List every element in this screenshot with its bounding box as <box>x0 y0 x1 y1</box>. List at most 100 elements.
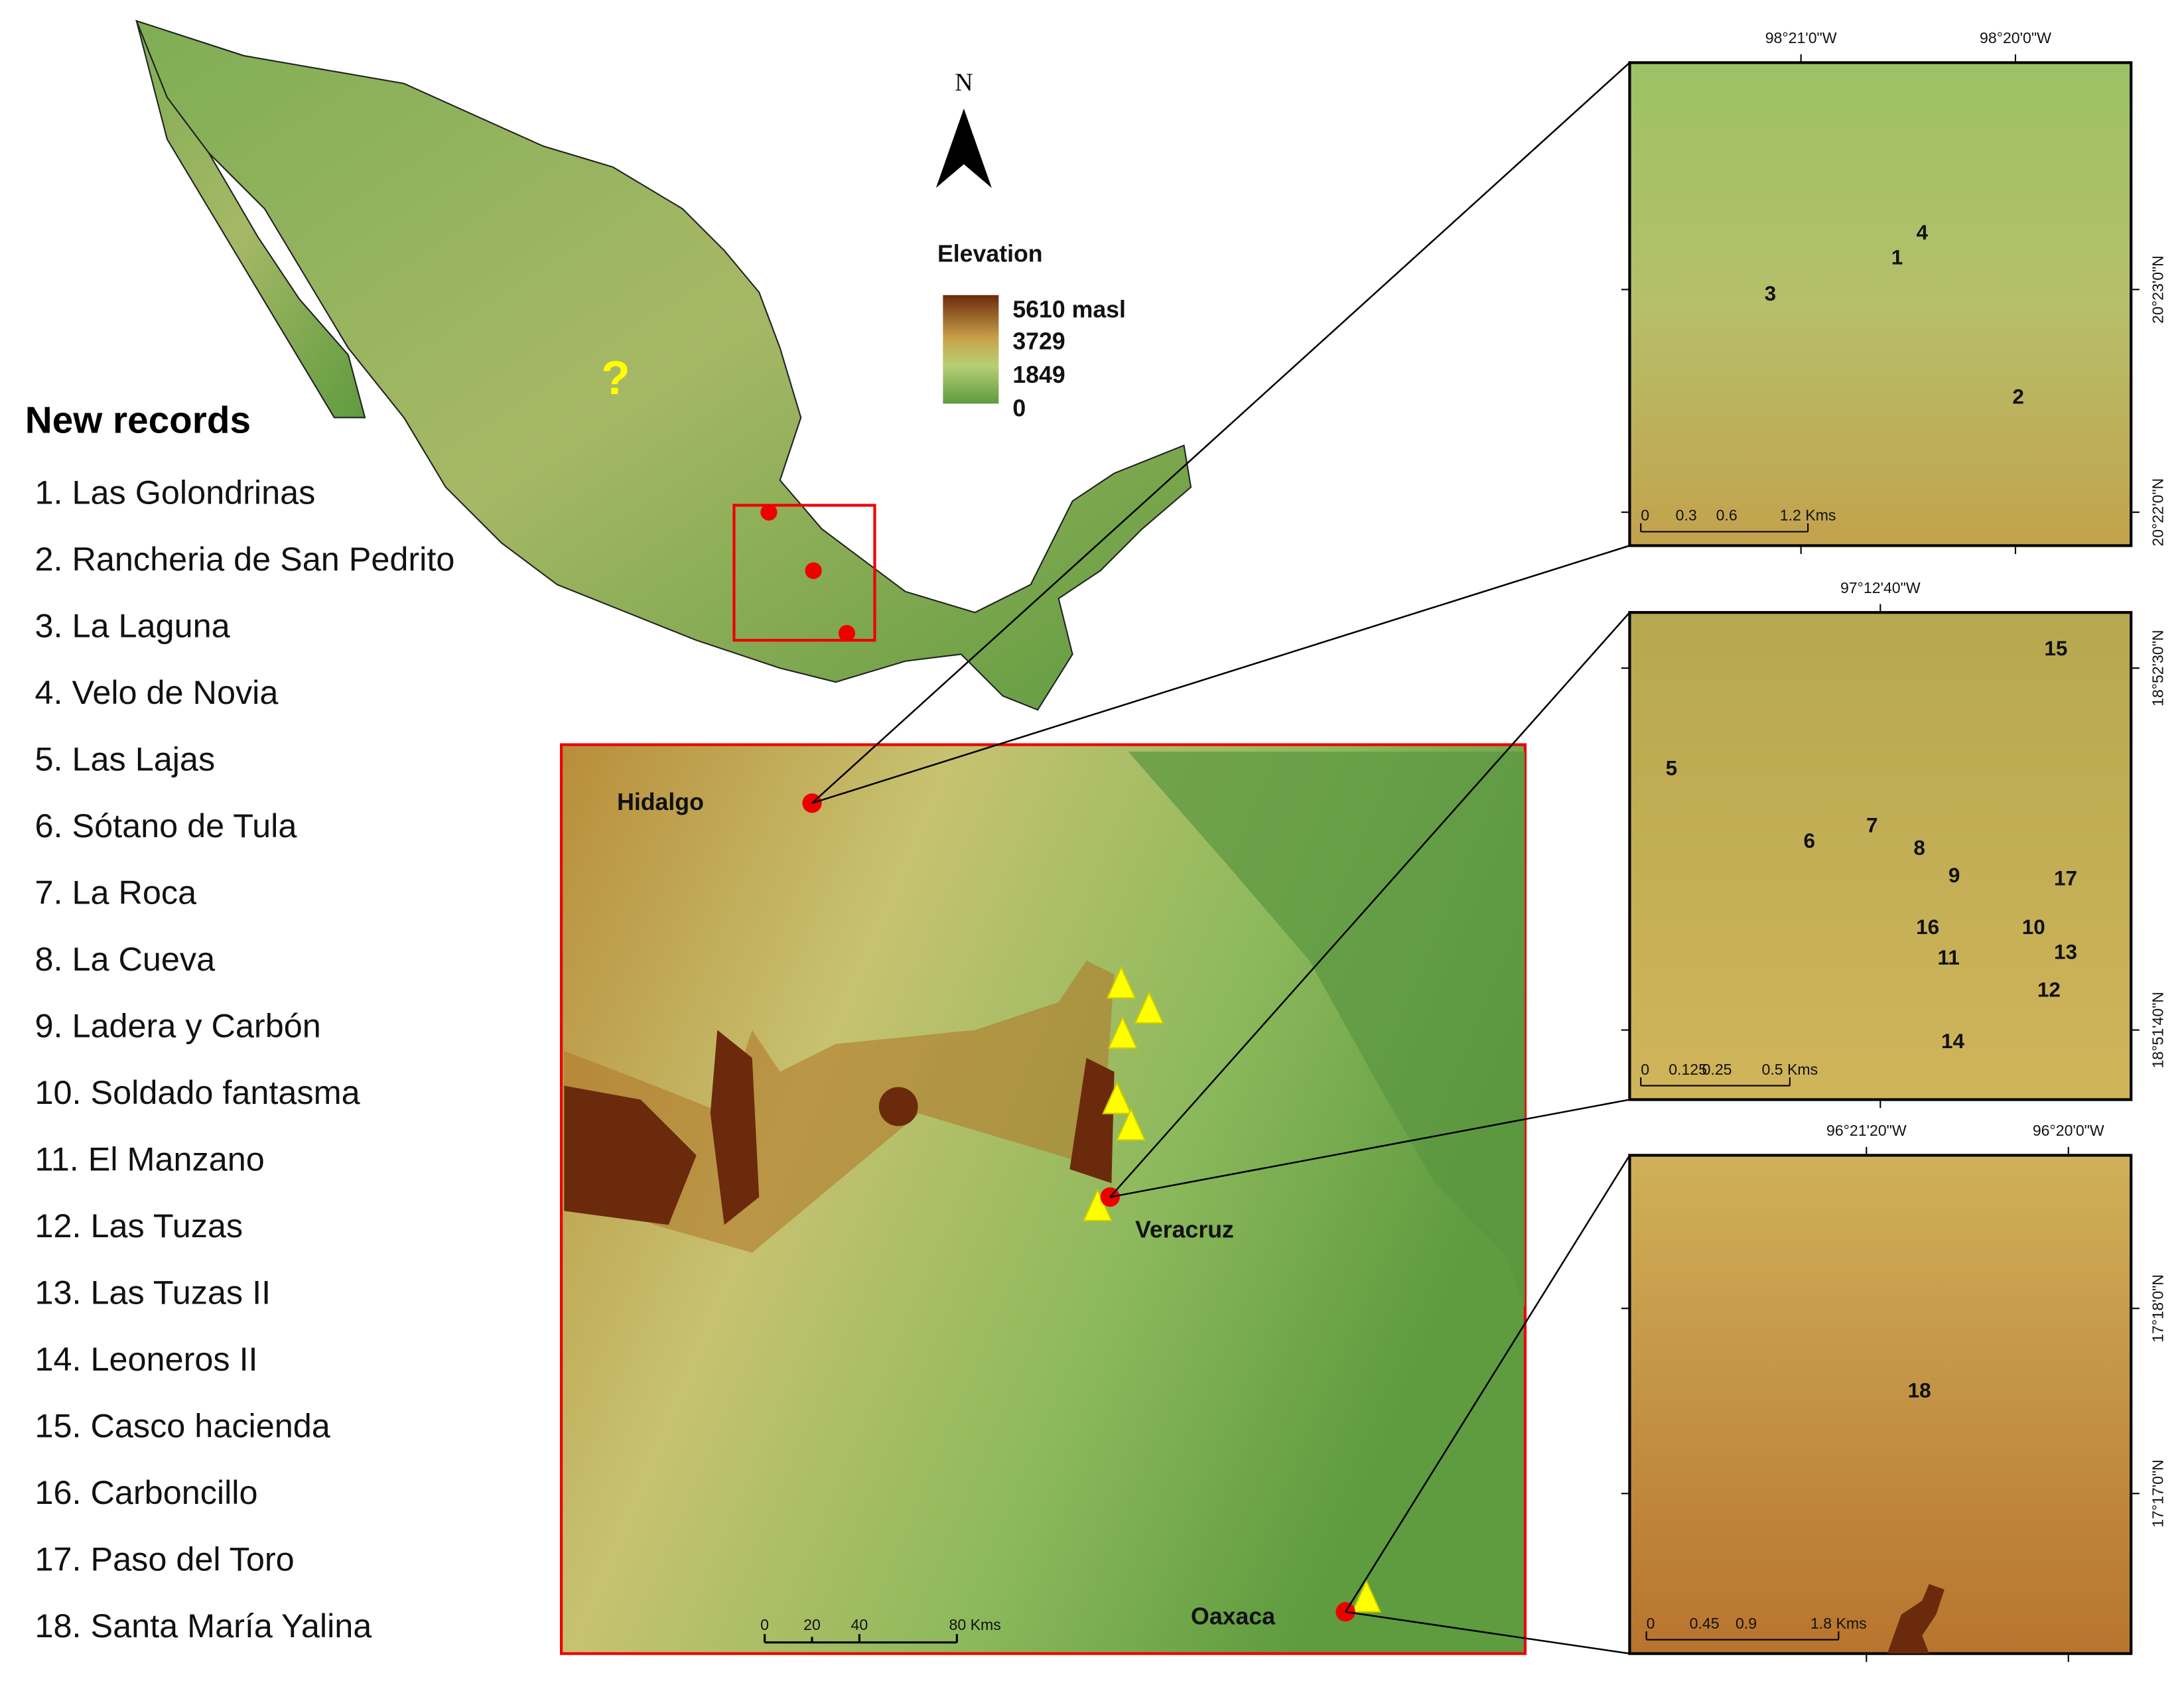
scale-label: 0.25 <box>1702 1061 1732 1078</box>
site-label: 9 <box>1948 864 1960 887</box>
mexico-outline <box>135 19 1192 711</box>
detail-map: Hidalgo Veracruz Oaxaca 0 20 40 80 Kms <box>559 743 1527 1655</box>
site-label: 15 <box>2044 637 2067 660</box>
scale-label: 0 <box>1641 1061 1649 1078</box>
connector <box>1109 612 1631 1198</box>
scale-label: 0.9 <box>1736 1615 1757 1632</box>
legend-ramp <box>943 295 999 404</box>
latitude-label: 17°18'0"N <box>2150 1274 2167 1343</box>
site-label: 5 <box>1666 757 1678 780</box>
scale-label: 0 <box>1647 1615 1655 1632</box>
highland <box>564 960 1115 1253</box>
scale-bar <box>1645 1631 1840 1641</box>
triangle-group <box>1082 965 1382 1613</box>
high-area <box>1887 1584 1945 1654</box>
site-label: 4 <box>1917 221 1929 244</box>
triangle-marker <box>1107 1016 1138 1049</box>
peak <box>564 1085 697 1225</box>
site-label: 7 <box>1866 814 1878 837</box>
record-item: 12. Las Tuzas <box>34 1207 243 1245</box>
scale-label: 1.2 Kms <box>1780 507 1836 524</box>
site-label: 10 <box>2022 915 2045 939</box>
triangle-marker <box>1116 1107 1146 1141</box>
triangle-marker <box>1082 1188 1113 1222</box>
triangle-marker <box>1134 990 1164 1024</box>
latitude-label: 20°23'0"N <box>2150 255 2167 324</box>
unknown-marker: ? <box>601 352 630 405</box>
coast <box>1128 752 1525 1309</box>
site-label: 6 <box>1803 829 1815 852</box>
record-item: 17. Paso del Toro <box>34 1540 294 1578</box>
legend-label: 0 <box>1012 395 1026 421</box>
elevation-legend: Elevation 5610 masl 3729 1849 0 <box>937 240 1126 421</box>
peak <box>878 1087 918 1126</box>
records-list: New records 1. Las Golondrinas 2. Rancher… <box>25 400 455 1645</box>
site-label: 3 <box>1765 282 1777 305</box>
scale-bar <box>764 1634 958 1644</box>
longitude-label: 98°20'0"W <box>1980 29 2051 46</box>
record-item: 8. La Cueva <box>34 940 215 978</box>
connector <box>811 62 1631 804</box>
records-title: New records <box>25 400 251 442</box>
state-label: Veracruz <box>1135 1216 1234 1243</box>
state-label: Oaxaca <box>1191 1603 1276 1630</box>
latitude-label: 17°17'0"N <box>2150 1459 2167 1528</box>
legend-label: 1849 <box>1012 362 1065 388</box>
legend-title: Elevation <box>937 240 1043 267</box>
scale-label: 0.3 <box>1676 507 1697 524</box>
state-label: Hidalgo <box>617 789 704 815</box>
record-item: 9. Ladera y Carbón <box>34 1007 320 1045</box>
record-item: 2. Rancheria de San Pedrito <box>34 540 454 578</box>
scale-label: 40 <box>851 1616 868 1633</box>
scale-bar <box>1640 1077 1791 1087</box>
triangle-marker <box>1351 1580 1382 1613</box>
connector <box>1110 1099 1630 1198</box>
longitude-label: 96°21'20"W <box>1826 1122 1907 1139</box>
triangle-marker <box>1102 1081 1132 1114</box>
record-item: 15. Casco hacienda <box>34 1407 330 1445</box>
scale-label: 0.45 <box>1690 1615 1720 1632</box>
record-item: 14. Leoneros II <box>34 1340 257 1378</box>
longitude-label: 98°21'0"W <box>1765 29 1837 46</box>
record-item: 1. Las Golondrinas <box>34 474 315 511</box>
inset-map <box>1628 1154 2133 1655</box>
latitude-label: 18°52'30"N <box>2150 630 2167 706</box>
longitude-label: 97°12'40"W <box>1840 579 1921 596</box>
connector <box>811 545 1630 804</box>
latitude-label: 18°51'40"N <box>2150 992 2167 1068</box>
record-item: 18. Santa María Yalina <box>34 1607 372 1645</box>
scale-label: 0 <box>1641 507 1649 524</box>
record-item: 5. Las Lajas <box>34 740 215 778</box>
record-item: 4. Velo de Novia <box>34 673 278 711</box>
inset-map <box>1628 61 2133 547</box>
site-marker <box>760 504 778 521</box>
north-arrow: N <box>935 68 992 188</box>
site-label: 17 <box>2054 866 2077 890</box>
record-item: 16. Carboncillo <box>34 1473 257 1511</box>
longitude-label: 96°20'0"W <box>2033 1122 2104 1139</box>
north-label: N <box>955 68 973 96</box>
record-item: 10. Soldado fantasma <box>34 1073 360 1111</box>
mexico-map: ? <box>135 19 1192 711</box>
record-item: 7. La Roca <box>34 874 196 911</box>
site-label: 8 <box>1913 836 1925 859</box>
legend-label: 3729 <box>1012 328 1065 355</box>
scale-bar <box>1640 523 1809 533</box>
connector <box>1345 1611 1630 1654</box>
record-item: 3. La Laguna <box>34 607 230 645</box>
site-label: 12 <box>2037 978 2061 1001</box>
latitude-label: 20°22'0"N <box>2150 478 2167 547</box>
site-label: 18 <box>1908 1379 1931 1402</box>
site-label: 13 <box>2054 941 2077 964</box>
record-item: 13. Las Tuzas II <box>34 1274 271 1312</box>
site-label: 1 <box>1891 246 1903 269</box>
north-arrow-shape <box>935 108 992 188</box>
site-marker <box>838 625 856 642</box>
site-marker <box>805 562 822 579</box>
site-label: 11 <box>1938 946 1960 969</box>
baja-california <box>135 21 366 419</box>
scale-label: 0.125 <box>1669 1061 1707 1078</box>
record-item: 6. Sótano de Tula <box>34 807 297 844</box>
site-label: 2 <box>2012 385 2024 408</box>
